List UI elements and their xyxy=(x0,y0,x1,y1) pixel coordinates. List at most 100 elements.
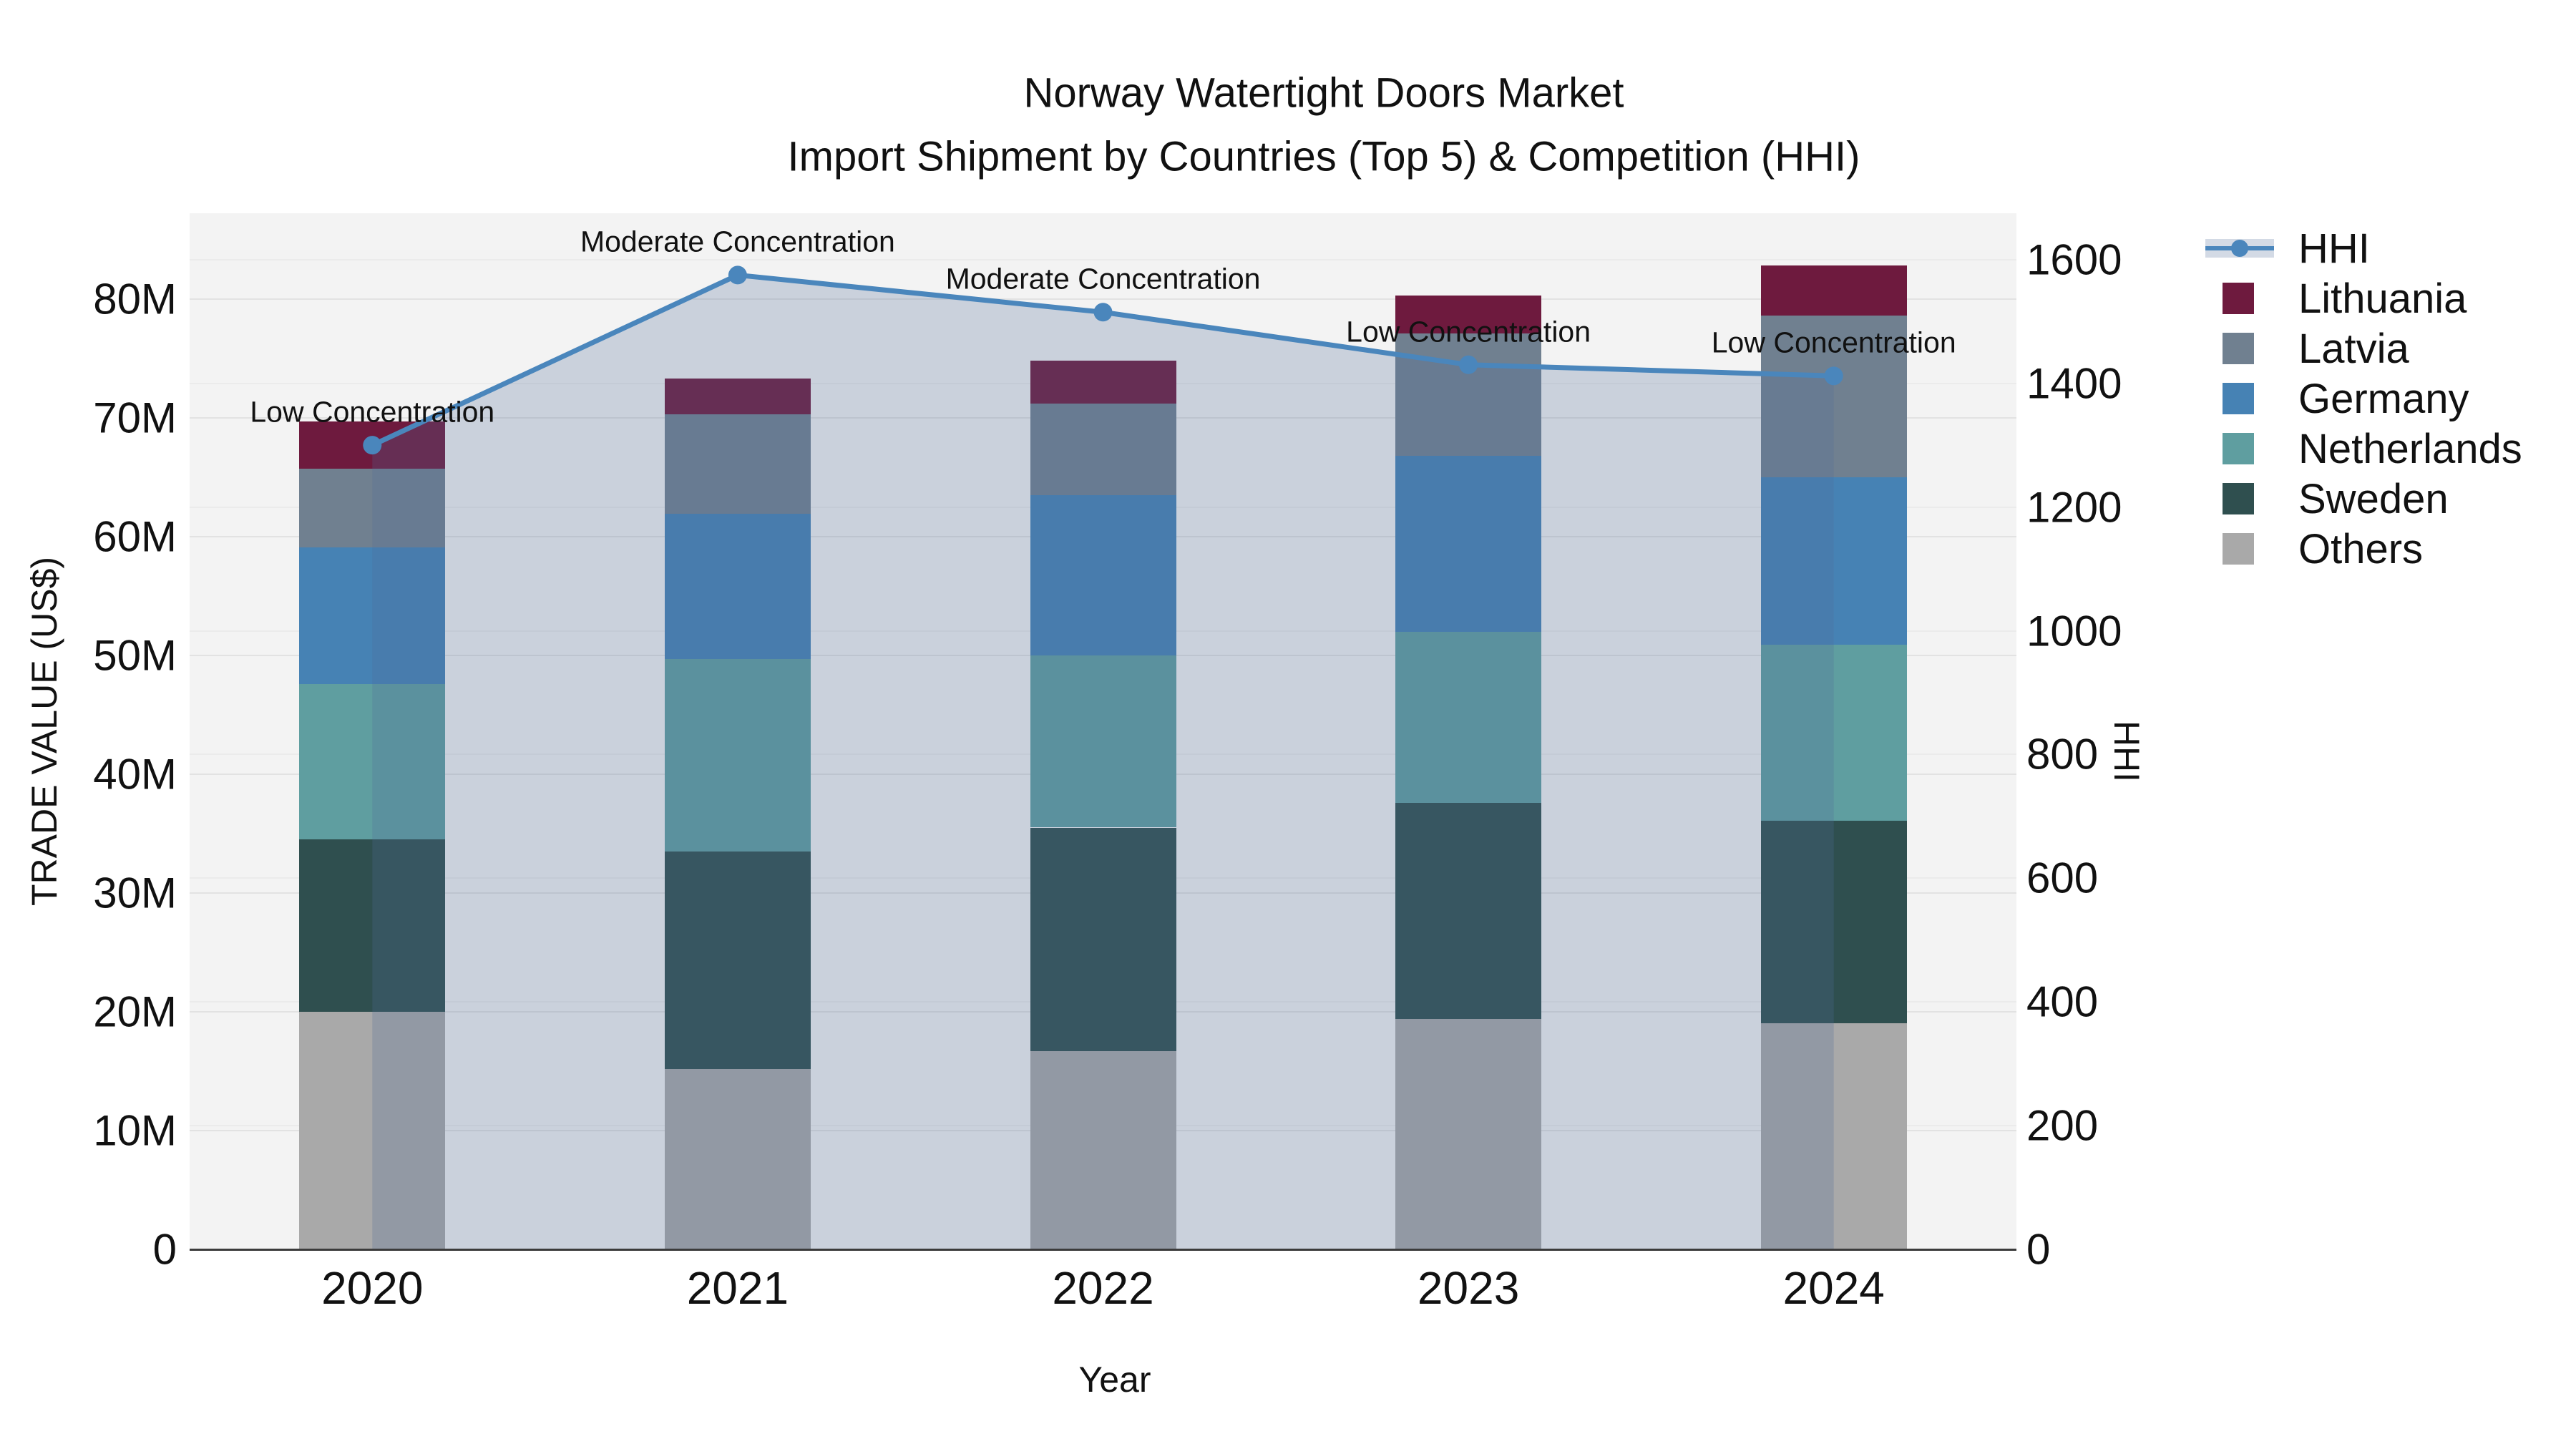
legend-item-netherlands[interactable]: Netherlands xyxy=(2202,424,2522,474)
bar-2020-latvia xyxy=(299,469,446,547)
lithuania-swatch xyxy=(2223,283,2254,314)
bar-2021-sweden xyxy=(664,851,811,1069)
y-left-tick-70M: 70M xyxy=(93,394,177,442)
annotation-2023: Low Concentration xyxy=(1346,315,1591,348)
legend-label: Latvia xyxy=(2298,325,2409,372)
x-tick-2024: 2024 xyxy=(1782,1262,1885,1314)
annotation-2024: Low Concentration xyxy=(1711,326,1956,359)
y-right-tick-1000: 1000 xyxy=(2026,607,2122,655)
legend-item-others[interactable]: Others xyxy=(2202,524,2522,574)
x-axis-line xyxy=(190,1249,2016,1251)
chart-title-line1: Norway Watertight Doors Market xyxy=(1023,69,1624,117)
bar-2021-germany xyxy=(664,514,811,659)
legend-item-lithuania[interactable]: Lithuania xyxy=(2202,273,2522,323)
bar-2024-lithuania xyxy=(1760,265,1907,316)
bar-2021-others xyxy=(664,1068,811,1249)
legend-label: Netherlands xyxy=(2298,425,2522,472)
legend-label: Sweden xyxy=(2298,475,2449,522)
bar-2023-germany xyxy=(1395,455,1542,632)
y-right-tick-1600: 1600 xyxy=(2026,235,2122,284)
y-left-tick-40M: 40M xyxy=(93,750,177,799)
y-left-tick-20M: 20M xyxy=(93,987,177,1036)
bar-2024-sweden xyxy=(1760,820,1907,1024)
bar-2020-sweden xyxy=(299,839,446,1012)
x-tick-2020: 2020 xyxy=(321,1262,424,1314)
x-axis-title: Year xyxy=(1078,1360,1151,1400)
legend-label: HHI xyxy=(2298,225,2370,272)
y-right-axis-title: HHI xyxy=(2107,720,2147,783)
bar-2022-sweden xyxy=(1030,827,1176,1051)
y-left-tick-60M: 60M xyxy=(93,512,177,561)
bar-2022-latvia xyxy=(1030,403,1176,495)
bar-2023-latvia xyxy=(1395,333,1542,456)
legend-item-hhi[interactable]: HHI xyxy=(2202,223,2522,273)
sweden-swatch-icon xyxy=(2202,483,2287,514)
netherlands-swatch-icon xyxy=(2202,433,2287,464)
annotation-2020: Low Concentration xyxy=(250,395,495,429)
gridline-hhi-1600 xyxy=(190,258,2016,260)
y-left-axis-title: TRADE VALUE (US$) xyxy=(24,556,64,907)
hhi-area-fill xyxy=(372,275,1834,1250)
latvia-swatch-icon xyxy=(2202,333,2287,364)
bar-2021-latvia xyxy=(664,414,811,514)
bar-2024-others xyxy=(1760,1023,1907,1249)
bar-2020-netherlands xyxy=(299,683,446,840)
bar-2024-netherlands xyxy=(1760,644,1907,821)
bar-2023-netherlands xyxy=(1395,631,1542,803)
y-right-tick-1200: 1200 xyxy=(2026,483,2122,532)
x-tick-2023: 2023 xyxy=(1417,1262,1520,1314)
sweden-swatch xyxy=(2223,483,2254,514)
y-right-tick-0: 0 xyxy=(2026,1225,2051,1274)
legend-label: Others xyxy=(2298,525,2424,572)
bar-2023-others xyxy=(1395,1018,1542,1249)
netherlands-swatch xyxy=(2223,433,2254,464)
bar-2022-others xyxy=(1030,1050,1176,1249)
others-swatch-icon xyxy=(2202,533,2287,565)
y-left-tick-10M: 10M xyxy=(93,1106,177,1155)
germany-swatch xyxy=(2223,383,2254,414)
bar-2020-others xyxy=(299,1011,446,1249)
chart-title-line2: Import Shipment by Countries (Top 5) & C… xyxy=(787,133,1860,180)
bar-2022-lithuania xyxy=(1030,360,1176,404)
bar-2024-germany xyxy=(1760,477,1907,645)
gridline-80m xyxy=(190,298,2016,300)
legend: HHI Lithuania Latvia Germany Netherlands Swed… xyxy=(2202,223,2522,574)
x-tick-2022: 2022 xyxy=(1052,1262,1154,1314)
y-left-tick-30M: 30M xyxy=(93,869,177,917)
annotation-2021: Moderate Concentration xyxy=(580,225,895,258)
legend-item-germany[interactable]: Germany xyxy=(2202,374,2522,424)
y-left-tick-80M: 80M xyxy=(93,275,177,323)
legend-item-sweden[interactable]: Sweden xyxy=(2202,474,2522,524)
y-right-tick-1400: 1400 xyxy=(2026,359,2122,408)
hhi-marker-2024 xyxy=(1824,366,1843,386)
y-left-tick-50M: 50M xyxy=(93,631,177,680)
bar-2022-netherlands xyxy=(1030,655,1176,828)
hhi-legend-glyph-part xyxy=(2231,240,2248,257)
bar-2020-germany xyxy=(299,547,446,684)
bar-2022-germany xyxy=(1030,494,1176,655)
bar-2021-netherlands xyxy=(664,658,811,852)
lithuania-swatch-icon xyxy=(2202,283,2287,314)
y-left-tick-0: 0 xyxy=(152,1225,177,1274)
y-right-tick-200: 200 xyxy=(2026,1101,2099,1150)
annotation-2022: Moderate Concentration xyxy=(945,262,1261,296)
x-tick-2021: 2021 xyxy=(686,1262,789,1314)
legend-label: Lithuania xyxy=(2298,275,2467,322)
hhi-marker-2020 xyxy=(363,436,382,455)
bar-2023-sweden xyxy=(1395,802,1542,1019)
bar-2023-lithuania xyxy=(1395,295,1542,333)
hhi-line-icon xyxy=(2202,239,2287,258)
hhi-marker-2023 xyxy=(1459,355,1478,374)
legend-item-latvia[interactable]: Latvia xyxy=(2202,323,2522,374)
hhi-marker-2021 xyxy=(728,265,747,285)
others-swatch xyxy=(2223,533,2254,565)
germany-swatch-icon xyxy=(2202,383,2287,414)
hhi-marker-2022 xyxy=(1093,303,1113,322)
y-right-tick-400: 400 xyxy=(2026,977,2099,1026)
y-right-tick-600: 600 xyxy=(2026,854,2099,902)
legend-label: Germany xyxy=(2298,375,2469,422)
bar-2024-latvia xyxy=(1760,315,1907,477)
bar-2021-lithuania xyxy=(664,378,811,414)
